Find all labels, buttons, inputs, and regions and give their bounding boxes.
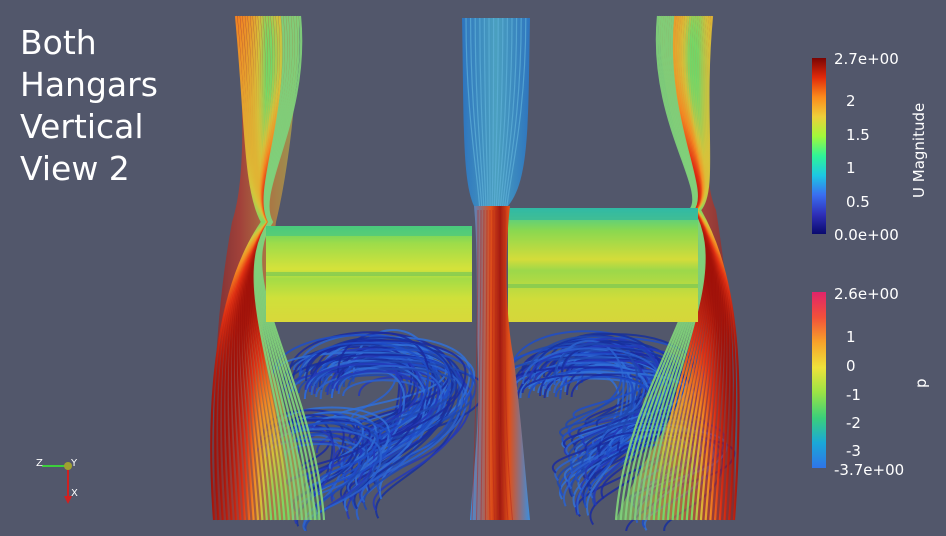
hangar-left bbox=[266, 226, 472, 322]
colorbar-p-title: p bbox=[912, 378, 930, 388]
colorbar-u-swatch bbox=[812, 58, 826, 234]
axis-y-label: Y bbox=[71, 458, 78, 469]
colorbar-p-tick: -2 bbox=[846, 414, 861, 432]
colorbar-u-title: U Magnitude bbox=[910, 102, 928, 198]
title-line: View 2 bbox=[20, 149, 130, 188]
title-line: Vertical bbox=[20, 107, 144, 146]
colorbar-p-tick: -1 bbox=[846, 386, 861, 404]
colorbar-u-tick: 2 bbox=[846, 92, 856, 110]
title-line: Hangars bbox=[20, 65, 158, 104]
colorbar-p-tick: -3 bbox=[846, 442, 861, 460]
hangar-right bbox=[508, 208, 698, 322]
colorbar-p-swatch bbox=[812, 292, 826, 468]
axis-x-label: X bbox=[71, 488, 78, 499]
colorbar-p-max: 2.6e+00 bbox=[834, 285, 899, 303]
center-jet bbox=[462, 17, 530, 521]
colorbar-u-tick: 1 bbox=[846, 159, 856, 177]
colorbar-u-max: 2.7e+00 bbox=[834, 50, 899, 68]
colorbar-p-tick: 1 bbox=[846, 328, 856, 346]
slide-title: Both Hangars Vertical View 2 bbox=[20, 22, 158, 190]
axes-triad-icon bbox=[42, 462, 72, 504]
colorbar-u-tick: 0.5 bbox=[846, 193, 870, 211]
title-line: Both bbox=[20, 23, 97, 62]
axis-z-label: Z bbox=[36, 458, 43, 469]
colorbar-u-min: 0.0e+00 bbox=[834, 226, 899, 244]
colorbar-p-min: -3.7e+00 bbox=[834, 461, 905, 479]
colorbar-p-tick: 0 bbox=[846, 357, 856, 375]
colorbar-u-tick: 1.5 bbox=[846, 126, 870, 144]
